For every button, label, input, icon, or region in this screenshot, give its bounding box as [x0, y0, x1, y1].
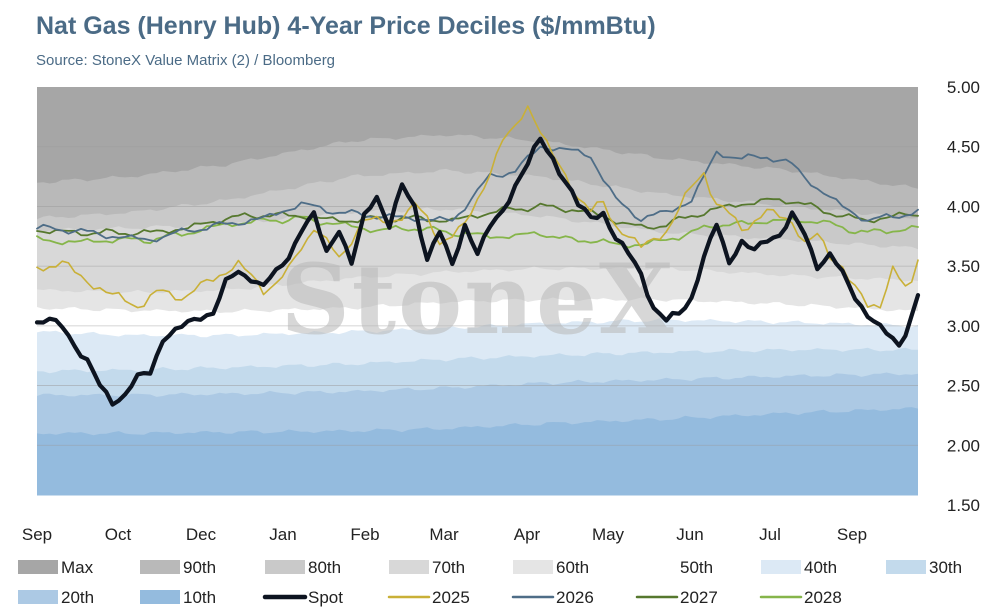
legend-item-70th: 70th: [389, 558, 465, 577]
legend-swatch: [140, 560, 180, 574]
legend-item-2028: 2028: [759, 588, 842, 607]
legend-label: 20th: [61, 588, 94, 607]
legend-swatch: [18, 560, 58, 574]
legend-swatch: [886, 560, 926, 574]
x-tick-label: Jul: [759, 525, 781, 544]
legend-label: 90th: [183, 558, 216, 577]
legend-item-2027: 2027: [635, 588, 718, 607]
legend-swatch: [265, 560, 305, 574]
legend-item-30th: 30th: [886, 558, 962, 577]
legend-swatch: [18, 590, 58, 604]
x-tick-label: Mar: [429, 525, 459, 544]
y-tick-label: 1.50: [947, 496, 980, 515]
legend-item-40th: 40th: [761, 558, 837, 577]
x-tick-label: Jan: [269, 525, 296, 544]
series-line-2025: [36, 105, 919, 309]
x-tick-label: May: [592, 525, 625, 544]
legend-item-90th: 90th: [140, 558, 216, 577]
legend-item-max: Max: [18, 558, 94, 577]
x-tick-label: Sep: [837, 525, 867, 544]
legend-item-60th: 60th: [513, 558, 589, 577]
legend-label: 60th: [556, 558, 589, 577]
y-tick-label: 5.00: [947, 78, 980, 97]
legend-item-80th: 80th: [265, 558, 341, 577]
legend-label: Max: [61, 558, 94, 577]
x-tick-label: Feb: [350, 525, 379, 544]
legend-label: 80th: [308, 558, 341, 577]
y-tick-label: 3.00: [947, 317, 980, 336]
legend-swatch: [513, 560, 553, 574]
legend-swatch: [637, 560, 677, 574]
legend-item-20th: 20th: [18, 588, 94, 607]
legend-label: 2026: [556, 588, 594, 607]
legend-swatch: [761, 560, 801, 574]
legend-label: 2025: [432, 588, 470, 607]
y-tick-label: 4.50: [947, 138, 980, 157]
legend-item-spot: Spot: [262, 588, 343, 607]
legend-label: 70th: [432, 558, 465, 577]
legend-label: 2028: [804, 588, 842, 607]
legend-label: Spot: [308, 588, 343, 607]
legend-label: 40th: [804, 558, 837, 577]
series-line-spot: [34, 136, 921, 407]
legend-item-2026: 2026: [511, 588, 594, 607]
x-tick-label: Oct: [105, 525, 132, 544]
legend-item-2025: 2025: [387, 588, 470, 607]
x-tick-label: Sep: [22, 525, 52, 544]
y-tick-label: 2.50: [947, 377, 980, 396]
legend-swatch: [389, 560, 429, 574]
legend-item-50th: 50th: [637, 558, 713, 577]
x-tick-label: Apr: [514, 525, 541, 544]
x-tick-label: Jun: [676, 525, 703, 544]
legend-label: 10th: [183, 588, 216, 607]
y-tick-label: 4.00: [947, 197, 980, 216]
legend-label: 50th: [680, 558, 713, 577]
legend-item-10th: 10th: [140, 588, 216, 607]
legend-label: 30th: [929, 558, 962, 577]
series-line-2026: [36, 145, 919, 243]
watermark: StoneX: [280, 243, 675, 356]
legend-label: 2027: [680, 588, 718, 607]
chart-title: Nat Gas (Henry Hub) 4-Year Price Deciles…: [36, 12, 656, 40]
decile-band-10th: [37, 407, 918, 496]
series-line-2028: [36, 215, 919, 249]
chart-subtitle: Source: StoneX Value Matrix (2) / Bloomb…: [36, 52, 336, 69]
y-tick-label: 3.50: [947, 257, 980, 276]
legend-swatch: [140, 590, 180, 604]
y-tick-label: 2.00: [947, 436, 980, 455]
x-tick-label: Dec: [186, 525, 217, 544]
